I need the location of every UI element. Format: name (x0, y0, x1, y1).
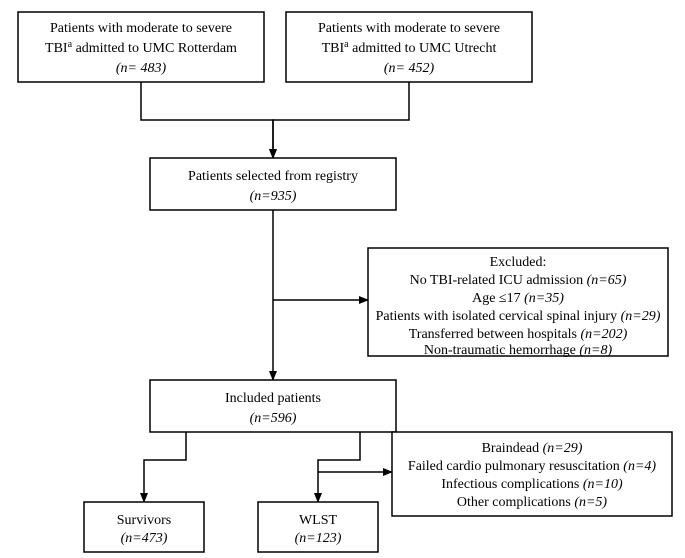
rotterdam-line1: Patients with moderate to severe (50, 21, 232, 36)
edge-rotterdam-registry (141, 82, 273, 158)
node-other-exclude: Braindead (n=29) Failed cardio pulmonary… (392, 432, 672, 516)
excluded-item3: Patients with isolated cervical spinal i… (376, 309, 661, 324)
node-utrecht: Patients with moderate to severe TBIa ad… (286, 12, 532, 82)
wlst-n: (n=123) (295, 531, 342, 546)
utrecht-line2: TBIa admitted to UMC Utrecht (322, 39, 497, 56)
flowchart: Patients with moderate to severe TBIa ad… (0, 0, 685, 558)
other-item4: Other complications (n=5) (457, 495, 608, 510)
wlst-line1: WLST (299, 513, 338, 528)
node-wlst: WLST (n=123) (258, 502, 378, 552)
edge-included-survivors (144, 432, 186, 502)
utrecht-n: (n= 452) (384, 61, 435, 76)
excluded-item5: Non-traumatic hemorrhage (n=8) (424, 343, 613, 358)
excluded-title: Excluded: (490, 255, 547, 270)
node-included: Included patients (n=596) (150, 380, 396, 432)
node-survivors: Survivors (n=473) (84, 502, 204, 552)
node-registry: Patients selected from registry (n=935) (150, 158, 396, 210)
survivors-n: (n=473) (121, 531, 168, 546)
registry-line1: Patients selected from registry (188, 169, 358, 184)
rotterdam-n: (n= 483) (116, 61, 167, 76)
node-rotterdam: Patients with moderate to severe TBIa ad… (18, 12, 264, 82)
node-excluded: Excluded: No TBI-related ICU admission (… (368, 248, 668, 358)
other-item2: Failed cardio pulmonary resuscitation (n… (408, 459, 657, 474)
other-item3: Infectious complications (n=10) (441, 477, 623, 492)
excluded-item1: No TBI-related ICU admission (n=65) (410, 273, 627, 288)
survivors-line1: Survivors (117, 513, 171, 528)
edge-utrecht-registry (273, 82, 409, 158)
rotterdam-line2: TBIa admitted to UMC Rotterdam (45, 39, 237, 56)
included-line1: Included patients (225, 391, 321, 406)
registry-n: (n=935) (250, 189, 297, 204)
excluded-item2: Age ≤17 (n=35) (472, 291, 564, 306)
edge-included-wlst (318, 432, 360, 502)
other-item1: Braindead (n=29) (482, 441, 583, 456)
included-n: (n=596) (250, 411, 297, 426)
utrecht-line1: Patients with moderate to severe (318, 21, 500, 36)
excluded-item4: Transferred between hospitals (n=202) (409, 327, 628, 342)
